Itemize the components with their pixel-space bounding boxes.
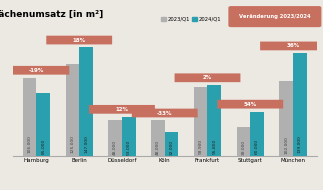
Bar — [151, 120, 165, 156]
Bar — [279, 81, 293, 156]
Text: 32.000: 32.000 — [170, 140, 173, 155]
Text: 139.000: 139.000 — [298, 135, 302, 153]
Bar — [165, 132, 178, 156]
Text: 147.000: 147.000 — [84, 135, 88, 153]
Bar — [236, 127, 250, 156]
Text: Flächenumsatz [in m²]: Flächenumsatz [in m²] — [0, 9, 103, 18]
FancyBboxPatch shape — [132, 109, 198, 117]
Text: -19%: -19% — [29, 68, 44, 73]
Text: 106.000: 106.000 — [27, 136, 32, 154]
Legend: 2023/Q1, 2024/Q1: 2023/Q1, 2024/Q1 — [162, 17, 221, 22]
Text: 95.800: 95.800 — [212, 139, 216, 154]
Bar — [66, 64, 79, 156]
Text: 36%: 36% — [287, 44, 300, 48]
Text: 2%: 2% — [203, 75, 212, 80]
Bar — [250, 112, 264, 156]
Bar — [23, 78, 36, 156]
Text: 125.000: 125.000 — [70, 135, 74, 153]
Bar — [108, 120, 122, 156]
Text: 53.000: 53.000 — [127, 139, 131, 155]
Bar — [79, 48, 93, 156]
Text: 12%: 12% — [115, 107, 129, 112]
FancyBboxPatch shape — [260, 42, 323, 50]
Text: 85.000: 85.000 — [41, 139, 45, 154]
Text: 93.900: 93.900 — [199, 139, 203, 154]
Text: -33%: -33% — [157, 111, 172, 116]
Bar — [122, 117, 136, 156]
Bar — [207, 85, 221, 156]
FancyBboxPatch shape — [46, 36, 112, 44]
FancyBboxPatch shape — [4, 66, 69, 75]
Text: 102.000: 102.000 — [284, 136, 288, 154]
Text: Veränderung 2023/2024: Veränderung 2023/2024 — [239, 14, 311, 19]
FancyBboxPatch shape — [174, 73, 240, 82]
FancyBboxPatch shape — [228, 6, 321, 27]
Text: 18%: 18% — [73, 38, 86, 43]
Text: 60.000: 60.000 — [255, 139, 259, 154]
Text: 48.000: 48.000 — [156, 140, 160, 155]
Text: 39.000: 39.000 — [241, 140, 245, 155]
Bar — [293, 53, 307, 156]
Text: 48.000: 48.000 — [113, 140, 117, 155]
FancyBboxPatch shape — [217, 100, 283, 108]
Bar — [36, 93, 50, 156]
FancyBboxPatch shape — [89, 105, 155, 114]
Bar — [194, 87, 207, 156]
Text: 54%: 54% — [244, 102, 257, 107]
